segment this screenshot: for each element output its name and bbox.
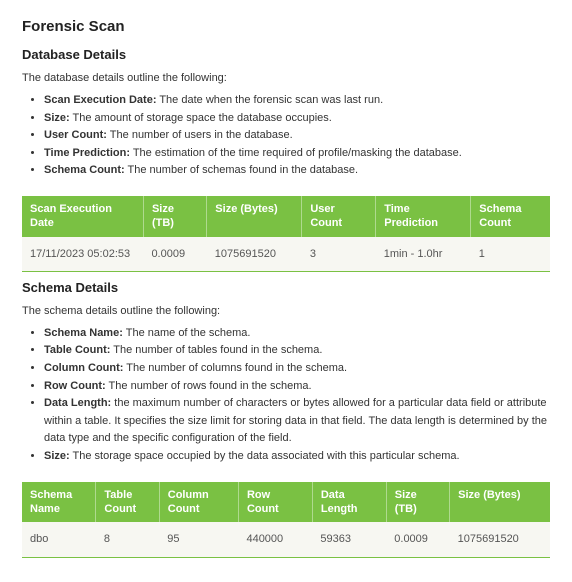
definition-desc: the maximum number of characters or byte… [44, 397, 547, 444]
col-header: Row Count [238, 482, 312, 523]
cell: 3 [302, 237, 376, 272]
definition-term: Row Count: [44, 380, 106, 392]
definition-desc: The name of the schema. [123, 327, 251, 339]
definition-term: User Count: [44, 129, 107, 141]
definition-desc: The storage space occupied by the data a… [70, 450, 460, 462]
definition-term: Table Count: [44, 344, 110, 356]
table-header-row: Schema Name Table Count Column Count Row… [22, 482, 550, 523]
cell: 1min - 1.0hr [376, 237, 471, 272]
definition-term: Size: [44, 450, 70, 462]
col-header: Scan Execution Date [22, 196, 143, 237]
database-heading: Database Details [22, 47, 550, 62]
definition-desc: The amount of storage space the database… [70, 112, 332, 124]
col-header: User Count [302, 196, 376, 237]
schema-intro: The schema details outline the following… [22, 305, 550, 317]
definition-desc: The number of tables found in the schema… [110, 344, 322, 356]
cell: 1075691520 [207, 237, 302, 272]
schema-table: Schema Name Table Count Column Count Row… [22, 482, 550, 558]
definition-term: Column Count: [44, 362, 123, 374]
definition-term: Schema Name: [44, 327, 123, 339]
cell: 1 [471, 237, 550, 272]
definition-item: Scan Execution Date: The date when the f… [44, 92, 550, 110]
cell: 17/11/2023 05:02:53 [22, 237, 143, 272]
definition-term: Schema Count: [44, 164, 125, 176]
definition-item: Size: The storage space occupied by the … [44, 448, 550, 466]
definition-term: Data Length: [44, 397, 111, 409]
col-header: Schema Name [22, 482, 96, 523]
definition-item: User Count: The number of users in the d… [44, 127, 550, 145]
definition-desc: The estimation of the time required of p… [130, 147, 462, 159]
definition-item: Data Length: the maximum number of chara… [44, 395, 550, 448]
page-title: Forensic Scan [22, 18, 550, 35]
col-header: Time Prediction [376, 196, 471, 237]
definition-item: Size: The amount of storage space the da… [44, 110, 550, 128]
schema-heading: Schema Details [22, 280, 550, 295]
definition-desc: The number of columns found in the schem… [123, 362, 347, 374]
col-header: Schema Count [471, 196, 550, 237]
cell: 440000 [238, 522, 312, 557]
col-header: Column Count [159, 482, 238, 523]
table-row: dbo 8 95 440000 59363 0.0009 1075691520 [22, 522, 550, 557]
definition-desc: The number of rows found in the schema. [106, 380, 312, 392]
definition-term: Time Prediction: [44, 147, 130, 159]
col-header: Data Length [312, 482, 386, 523]
col-header: Table Count [96, 482, 159, 523]
schema-definitions: Schema Name: The name of the schema. Tab… [44, 325, 550, 466]
table-row: 17/11/2023 05:02:53 0.0009 1075691520 3 … [22, 237, 550, 272]
definition-desc: The number of users in the database. [107, 129, 293, 141]
col-header: Size (TB) [143, 196, 206, 237]
cell: 59363 [312, 522, 386, 557]
cell: 0.0009 [143, 237, 206, 272]
definition-item: Table Count: The number of tables found … [44, 342, 550, 360]
cell: dbo [22, 522, 96, 557]
cell: 1075691520 [450, 522, 550, 557]
cell: 95 [159, 522, 238, 557]
definition-item: Time Prediction: The estimation of the t… [44, 145, 550, 163]
col-header: Size (TB) [386, 482, 449, 523]
database-intro: The database details outline the followi… [22, 72, 550, 84]
definition-desc: The date when the forensic scan was last… [156, 94, 383, 106]
col-header: Size (Bytes) [450, 482, 550, 523]
definition-item: Schema Name: The name of the schema. [44, 325, 550, 343]
definition-term: Scan Execution Date: [44, 94, 156, 106]
database-table: Scan Execution Date Size (TB) Size (Byte… [22, 196, 550, 272]
cell: 8 [96, 522, 159, 557]
cell: 0.0009 [386, 522, 449, 557]
table-header-row: Scan Execution Date Size (TB) Size (Byte… [22, 196, 550, 237]
definition-desc: The number of schemas found in the datab… [125, 164, 358, 176]
database-definitions: Scan Execution Date: The date when the f… [44, 92, 550, 180]
definition-item: Row Count: The number of rows found in t… [44, 378, 550, 396]
definition-item: Column Count: The number of columns foun… [44, 360, 550, 378]
definition-item: Schema Count: The number of schemas foun… [44, 162, 550, 180]
col-header: Size (Bytes) [207, 196, 302, 237]
definition-term: Size: [44, 112, 70, 124]
